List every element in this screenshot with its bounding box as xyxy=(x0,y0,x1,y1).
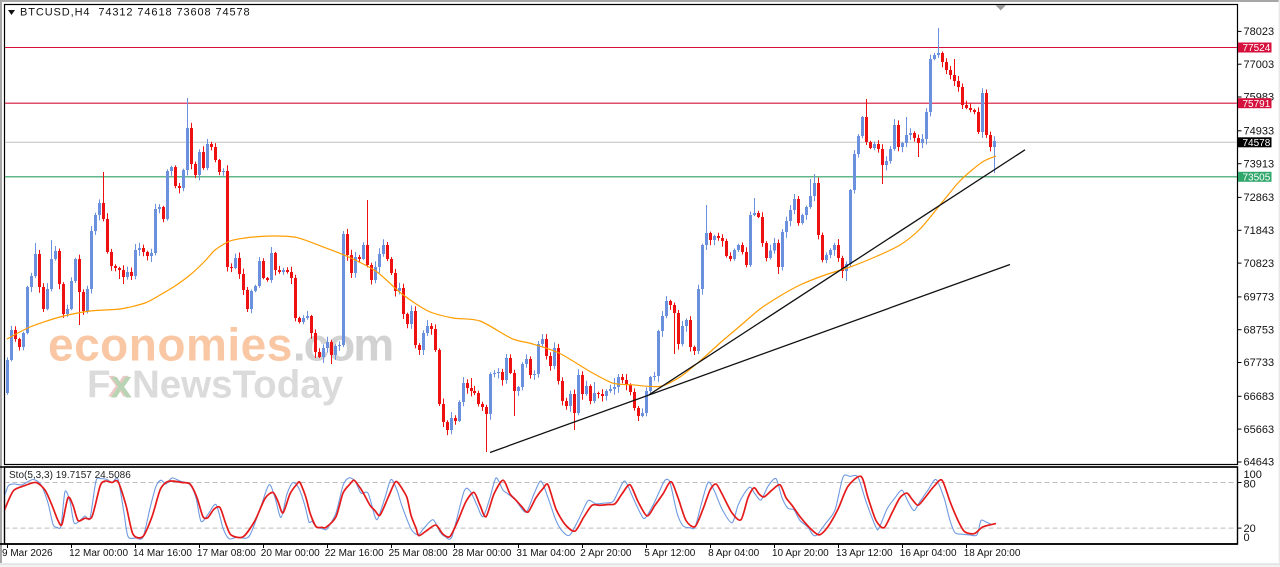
svg-text:12 Mar 00:00: 12 Mar 00:00 xyxy=(69,548,128,559)
svg-text:10 Apr 20:00: 10 Apr 20:00 xyxy=(772,548,829,559)
svg-text:25 Mar 08:00: 25 Mar 08:00 xyxy=(389,548,448,559)
svg-text:78023: 78023 xyxy=(1244,26,1275,38)
svg-text:9 Mar 2026: 9 Mar 2026 xyxy=(2,548,53,559)
svg-text:2 Apr 20:00: 2 Apr 20:00 xyxy=(580,548,632,559)
svg-text:17 Mar 08:00: 17 Mar 08:00 xyxy=(197,548,256,559)
svg-text:8 Apr 04:00: 8 Apr 04:00 xyxy=(708,548,760,559)
svg-text:73913: 73913 xyxy=(1244,158,1275,170)
svg-text:16 Apr 04:00: 16 Apr 04:00 xyxy=(900,548,957,559)
svg-text:22 Mar 16:00: 22 Mar 16:00 xyxy=(325,548,384,559)
svg-text:14 Mar 16:00: 14 Mar 16:00 xyxy=(133,548,192,559)
svg-text:28 Mar 00:00: 28 Mar 00:00 xyxy=(453,548,512,559)
svg-text:77524: 77524 xyxy=(1243,43,1271,54)
svg-text:64643: 64643 xyxy=(1244,457,1275,469)
svg-text:73505: 73505 xyxy=(1243,172,1271,183)
svg-text:77003: 77003 xyxy=(1244,59,1275,71)
svg-text:72863: 72863 xyxy=(1244,192,1275,204)
svg-text:13 Apr 12:00: 13 Apr 12:00 xyxy=(836,548,893,559)
svg-text:80: 80 xyxy=(1244,479,1256,491)
svg-text:5 Apr 12:00: 5 Apr 12:00 xyxy=(644,548,696,559)
svg-text:75791: 75791 xyxy=(1243,99,1271,110)
svg-text:BTCUSD,H4 74312 74618 73608 7: BTCUSD,H4 74312 74618 73608 74578 xyxy=(20,7,251,19)
svg-text:74578: 74578 xyxy=(1243,138,1271,149)
svg-text:20 Mar 00:00: 20 Mar 00:00 xyxy=(261,548,320,559)
svg-text:70823: 70823 xyxy=(1244,258,1275,270)
svg-text:18 Apr 20:00: 18 Apr 20:00 xyxy=(964,548,1021,559)
svg-text:74933: 74933 xyxy=(1244,126,1275,138)
svg-text:100: 100 xyxy=(1244,469,1262,481)
svg-text:69773: 69773 xyxy=(1244,292,1275,304)
svg-text:x: x xyxy=(108,363,130,406)
svg-text:66683: 66683 xyxy=(1244,391,1275,403)
svg-text:31 Mar 04:00: 31 Mar 04:00 xyxy=(516,548,575,559)
svg-text:71843: 71843 xyxy=(1244,225,1275,237)
svg-text:0: 0 xyxy=(1244,532,1250,544)
svg-text:68753: 68753 xyxy=(1244,324,1275,336)
svg-text:67733: 67733 xyxy=(1244,357,1275,369)
svg-text:65663: 65663 xyxy=(1244,424,1275,436)
svg-text:FxNewsToday: FxNewsToday xyxy=(87,364,344,407)
svg-text:20: 20 xyxy=(1244,523,1256,535)
svg-text:Sto(5,3,3) 19.7157 24.5086: Sto(5,3,3) 19.7157 24.5086 xyxy=(9,470,131,481)
